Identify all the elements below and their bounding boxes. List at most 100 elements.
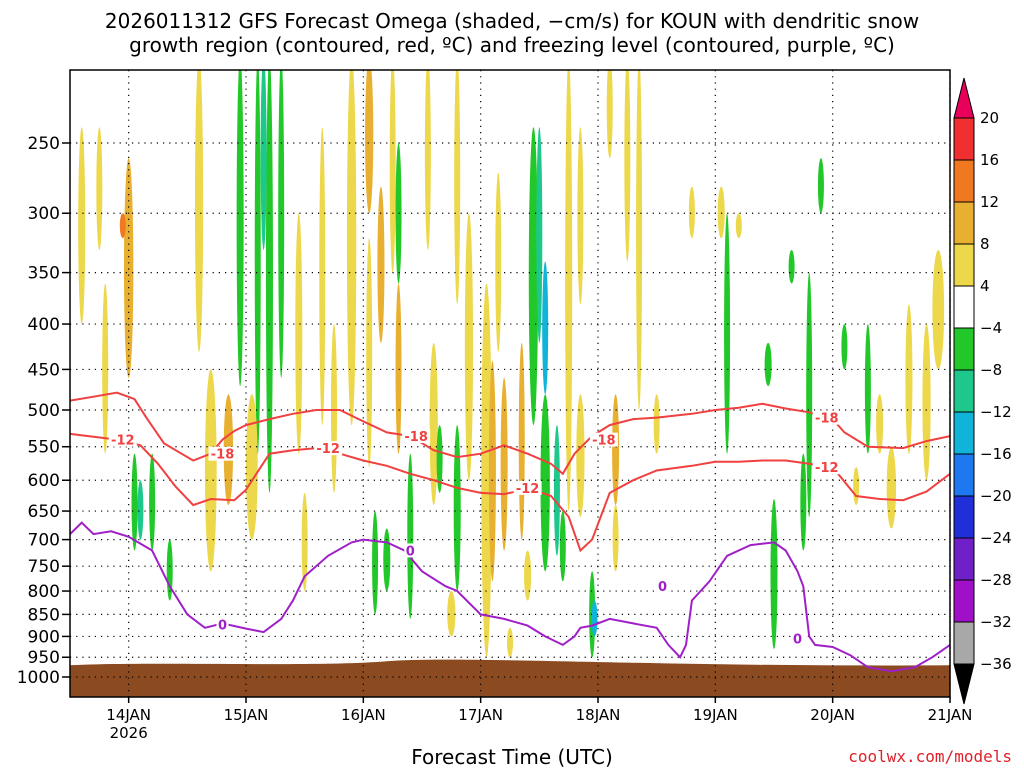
- axis-layer: 2503003504004505005506006507007508008509…: [17, 134, 973, 742]
- y-tick-label: 750: [28, 557, 60, 577]
- contour-label-bg: [812, 410, 841, 425]
- contour-label: 0: [658, 580, 667, 595]
- upward-omega-region: [524, 550, 532, 601]
- x-tick-label: 20JAN: [810, 706, 855, 724]
- x-tick-sublabel: 2026: [110, 724, 148, 742]
- upward-omega-region: [481, 283, 492, 658]
- upward-omega-region: [119, 213, 126, 239]
- upward-omega-region: [922, 324, 931, 481]
- downward-omega-region: [542, 261, 549, 395]
- downward-omega-region: [806, 272, 813, 517]
- contour-layer: -18 -18 -18 -18 -12 -12 -12 -12 0 0 0 0: [70, 391, 950, 673]
- upward-omega-region: [653, 394, 660, 454]
- upward-omega-region: [194, 70, 204, 352]
- chart-title-line-1: 2026011312 GFS Forecast Omega (shaded, −…: [104, 9, 920, 33]
- omega-shading-layer: [70, 70, 950, 697]
- y-tick-label: 300: [28, 204, 60, 224]
- colorbar-swatch: [953, 579, 975, 623]
- upward-omega-region: [365, 70, 374, 214]
- y-tick-label: 350: [28, 264, 60, 284]
- contour-label-bg: [402, 429, 431, 444]
- y-tick-label: 450: [28, 360, 60, 380]
- y-tick-label: 900: [28, 627, 60, 647]
- contour-label-bg: [589, 432, 618, 447]
- contour-label: -12: [516, 482, 540, 497]
- upward-omega-region: [576, 394, 585, 517]
- colorbar-swatch: [953, 327, 975, 371]
- upward-omega-region: [204, 369, 217, 572]
- upward-omega-region: [395, 283, 402, 454]
- upward-omega-region: [78, 127, 86, 325]
- upward-omega-region: [507, 627, 513, 658]
- upward-omega-region: [346, 70, 357, 426]
- downward-omega-region: [770, 499, 778, 650]
- upward-omega-region: [500, 377, 508, 551]
- contour-line: [70, 432, 950, 553]
- upward-omega-region: [612, 505, 619, 572]
- y-tick-label: 1000: [17, 668, 60, 688]
- downward-omega-region: [149, 453, 156, 551]
- x-axis-label: Forecast Time (UTC): [411, 745, 613, 769]
- colorbar-tick-label: 12: [980, 193, 999, 211]
- contour-label: 0: [218, 619, 227, 634]
- upward-omega-region: [577, 127, 584, 305]
- colorbar-tick-label: 16: [980, 151, 999, 169]
- contour-label: -18: [815, 412, 839, 427]
- colorbar-swatch: [953, 537, 975, 581]
- downward-omega-region: [724, 213, 731, 454]
- downward-omega-region: [764, 342, 772, 387]
- downward-omega-region: [559, 511, 566, 582]
- upward-omega-region: [717, 186, 725, 239]
- upward-omega-region: [295, 213, 303, 454]
- colorbar-tick-label: −20: [980, 487, 1012, 505]
- x-tick-label: 15JAN: [224, 706, 269, 724]
- upward-omega-region: [389, 70, 396, 273]
- contour-label: -18: [404, 430, 428, 445]
- contour-label-bg: [208, 446, 237, 461]
- contour-label: -12: [111, 434, 135, 449]
- contour-label: -12: [316, 442, 340, 457]
- y-tick-label: 550: [28, 438, 60, 458]
- downward-omega-region: [453, 425, 461, 592]
- colorbar-tick-label: 20: [980, 109, 999, 127]
- colorbar-swatch: [953, 285, 975, 329]
- colorbar-tick-label: −8: [980, 361, 1002, 379]
- colorbar-tick-label: −32: [980, 613, 1012, 631]
- upward-omega-region: [102, 283, 109, 454]
- y-tick-label: 650: [28, 502, 60, 522]
- colorbar-swatch: [953, 243, 975, 287]
- contour-label-bg: [812, 460, 841, 475]
- upward-omega-region: [853, 467, 860, 506]
- credit-text: coolwx.com/models: [848, 747, 1012, 766]
- upward-omega-region: [366, 238, 373, 468]
- upward-omega-region: [96, 127, 103, 250]
- upward-omega-region: [377, 186, 385, 343]
- colorbar-swatch: [953, 495, 975, 539]
- y-tick-label: 500: [28, 401, 60, 421]
- colorbar-tick-label: −4: [980, 319, 1002, 337]
- ground-terrain: [70, 659, 950, 697]
- colorbar-top-arrow: [953, 77, 975, 119]
- x-tick-label: 21JAN: [928, 706, 973, 724]
- colorbar-tick-label: −16: [980, 445, 1012, 463]
- upward-omega-region: [636, 70, 643, 410]
- colorbar-tick-label: −12: [980, 403, 1012, 421]
- y-tick-label: 850: [28, 605, 60, 625]
- contour-label-bg: [791, 631, 804, 646]
- upward-omega-region: [518, 342, 525, 540]
- plot-frame: [69, 69, 951, 698]
- contour-label: -18: [211, 448, 235, 463]
- upward-omega-region: [424, 70, 431, 250]
- upward-omega-region: [464, 213, 474, 481]
- colorbar-swatch: [953, 453, 975, 497]
- upward-omega-region: [876, 394, 884, 454]
- upward-omega-region: [447, 591, 456, 637]
- colorbar-swatch: [953, 621, 975, 665]
- contour-label-bg: [513, 480, 542, 495]
- colorbar-swatch: [953, 411, 975, 455]
- downward-omega-region: [260, 70, 267, 250]
- downward-omega-region: [383, 528, 391, 592]
- downward-omega-region: [553, 425, 560, 556]
- contour-line: [70, 391, 950, 476]
